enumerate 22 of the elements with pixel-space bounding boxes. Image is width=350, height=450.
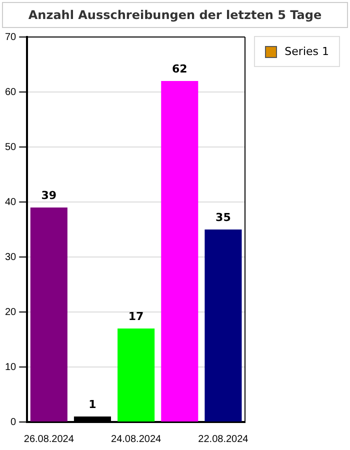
data-label: 39 — [41, 188, 57, 202]
y-tick-label: 50 — [5, 142, 17, 153]
data-label: 35 — [216, 210, 231, 224]
bar — [161, 81, 198, 422]
x-tick-label: 26.08.2024 — [24, 434, 74, 445]
y-tick-label: 40 — [5, 196, 17, 208]
data-label: 1 — [88, 398, 96, 411]
y-tick-label: 30 — [5, 252, 17, 263]
chart-title: Anzahl Ausschreibungen der letzten 5 Tage — [2, 2, 348, 28]
y-tick-label: 10 — [5, 362, 17, 373]
y-tick-label: 70 — [5, 32, 17, 43]
y-tick-label: 20 — [5, 306, 17, 318]
data-label: 62 — [172, 62, 188, 76]
y-tick-label: 60 — [5, 86, 17, 98]
bar — [30, 208, 68, 422]
bar — [118, 328, 155, 422]
x-tick-label: 22.08.2024 — [198, 434, 249, 445]
data-label: 17 — [128, 310, 144, 323]
x-tick-label: 24.08.2024 — [111, 434, 162, 445]
y-tick-label: 0 — [10, 416, 17, 428]
bar — [204, 230, 242, 422]
text: Series 1 — [284, 45, 329, 58]
